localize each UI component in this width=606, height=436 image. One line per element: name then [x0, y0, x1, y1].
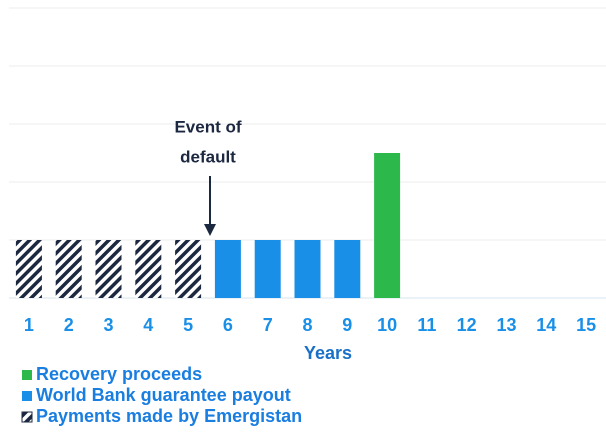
x-tick-label: 15 [576, 315, 596, 335]
annotation: default [180, 147, 236, 166]
bar [294, 240, 321, 298]
legend-swatch [22, 391, 32, 401]
legend-label: World Bank guarantee payout [36, 385, 291, 405]
legend-swatch [21, 411, 33, 423]
x-tick-label: 7 [263, 315, 273, 335]
x-tick-label: 4 [143, 315, 153, 335]
bar [334, 240, 361, 298]
x-tick-label: 9 [342, 315, 352, 335]
legend-label: Recovery proceeds [36, 364, 202, 384]
bar [374, 153, 401, 298]
bar [95, 240, 122, 298]
x-tick-label: 2 [64, 315, 74, 335]
x-tick-label: 11 [417, 315, 436, 335]
annotation-arrowhead [204, 224, 216, 236]
x-tick-label: 5 [183, 315, 193, 335]
bar [135, 240, 162, 298]
x-tick-label: 1 [24, 315, 34, 335]
x-axis-label: Years [304, 343, 352, 363]
bar [214, 240, 241, 298]
bar [15, 240, 42, 298]
annotation: Event of [174, 117, 241, 136]
x-tick-label: 13 [496, 315, 516, 335]
x-tick-label: 12 [457, 315, 477, 335]
legend-swatch [22, 370, 32, 380]
bar [175, 240, 202, 298]
x-tick-label: 8 [302, 315, 312, 335]
x-tick-label: 6 [223, 315, 233, 335]
bar [55, 240, 82, 298]
x-tick-label: 3 [103, 315, 113, 335]
bar [254, 240, 281, 298]
legend-label: Payments made by Emergistan [36, 406, 302, 426]
x-tick-label: 10 [377, 315, 397, 335]
x-tick-label: 14 [536, 315, 556, 335]
